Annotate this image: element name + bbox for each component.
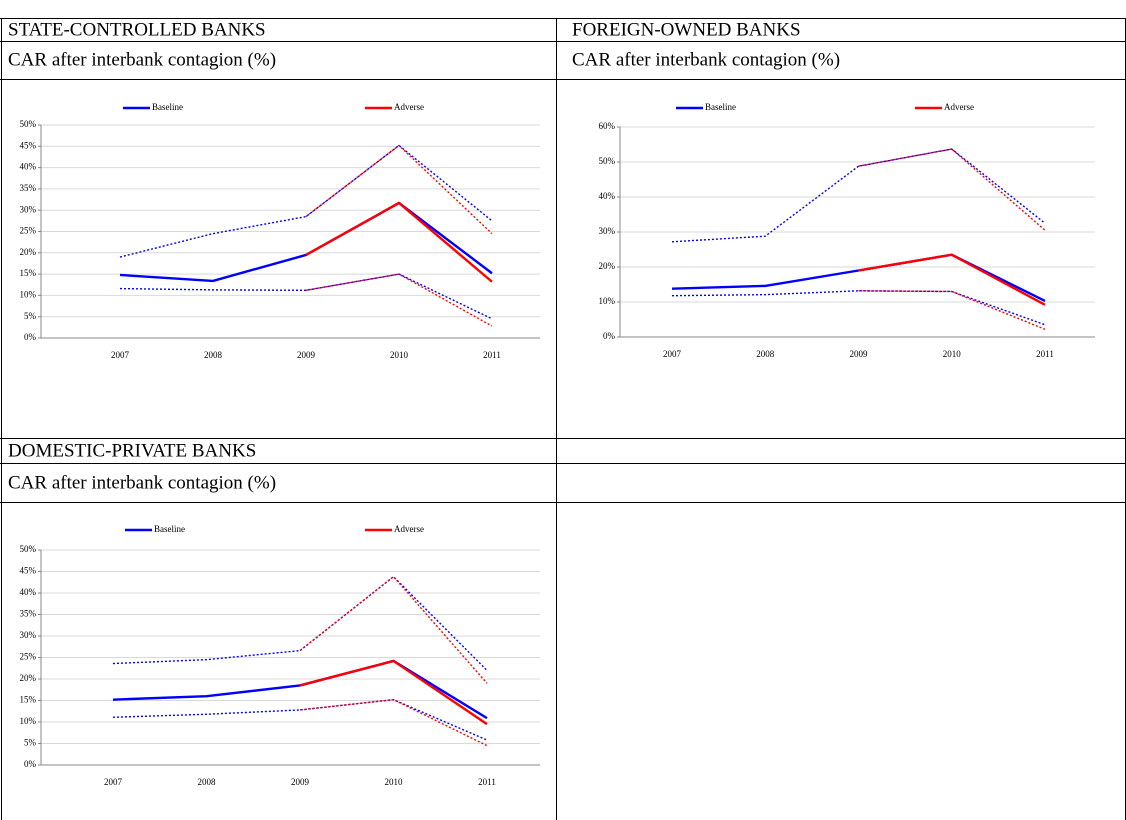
range-line [299,575,488,684]
y-tick-label: 15% [20,695,37,705]
y-tick-label: 40% [20,587,37,597]
y-tick-label: 45% [20,140,37,150]
x-tick-label: 2007 [104,777,123,787]
series-line [119,201,493,283]
range-line [858,148,1046,231]
legend-label: Baseline [705,102,736,112]
y-tick-label: 0% [24,332,37,342]
range-line [858,290,1046,330]
legend-label: Adverse [394,102,424,112]
x-tick-label: 2008 [198,777,217,787]
x-tick-label: 2011 [478,777,496,787]
y-tick-label: 35% [20,609,37,619]
y-tick-label: 40% [599,191,616,201]
y-tick-label: 45% [20,566,37,576]
x-tick-label: 2010 [943,349,962,359]
legend-label: Baseline [152,102,183,112]
legend-label: Adverse [394,524,424,534]
series-line [305,201,493,283]
range-line [112,575,488,671]
cell-subtitle: CAR after interbank contagion (%) [8,472,276,493]
y-tick-label: 0% [603,331,616,341]
cell-title: FOREIGN-OWNED BANKS [572,19,801,40]
y-tick-label: 30% [20,630,37,640]
y-tick-label: 10% [599,296,616,306]
y-tick-label: 35% [20,183,37,193]
x-tick-label: 2011 [1036,349,1054,359]
cell-title: DOMESTIC-PRIVATE BANKS [8,440,256,461]
range-line [119,144,493,258]
x-tick-label: 2007 [111,350,130,360]
x-tick-label: 2009 [291,777,310,787]
range-line [305,273,493,327]
x-tick-label: 2011 [483,350,501,360]
y-tick-label: 5% [24,311,37,321]
cell-subtitle: CAR after interbank contagion (%) [572,49,840,70]
cell-title: STATE-CONTROLLED BANKS [8,19,266,40]
x-tick-label: 2009 [850,349,869,359]
y-tick-label: 50% [599,156,616,166]
legend-label: Baseline [154,524,185,534]
y-tick-label: 40% [20,162,37,172]
y-tick-label: 25% [20,652,37,662]
y-tick-label: 10% [20,716,37,726]
x-tick-label: 2009 [297,350,316,360]
series-line [858,253,1046,306]
y-tick-label: 50% [20,119,37,129]
table-borders [0,18,1126,820]
y-tick-label: 20% [20,247,37,257]
range-line [671,290,1046,326]
y-tick-label: 5% [24,738,37,748]
range-line [119,273,493,320]
x-tick-label: 2008 [756,349,775,359]
y-tick-label: 10% [20,289,37,299]
y-tick-label: 0% [24,759,37,769]
x-tick-label: 2008 [204,350,223,360]
x-tick-label: 2007 [663,349,682,359]
range-line [112,698,488,741]
series-line [671,253,1046,303]
x-tick-label: 2010 [385,777,404,787]
x-tick-label: 2010 [390,350,409,360]
series-line [299,659,488,726]
range-line [305,144,493,235]
y-tick-label: 60% [599,121,616,131]
y-tick-label: 25% [20,226,37,236]
legend-label: Adverse [944,102,974,112]
y-tick-label: 20% [20,673,37,683]
y-tick-label: 30% [20,204,37,214]
y-tick-label: 50% [20,544,37,554]
y-tick-label: 30% [599,226,616,236]
y-tick-label: 15% [20,268,37,278]
range-line [671,148,1046,243]
y-tick-label: 20% [599,261,616,271]
cell-subtitle: CAR after interbank contagion (%) [8,49,276,70]
